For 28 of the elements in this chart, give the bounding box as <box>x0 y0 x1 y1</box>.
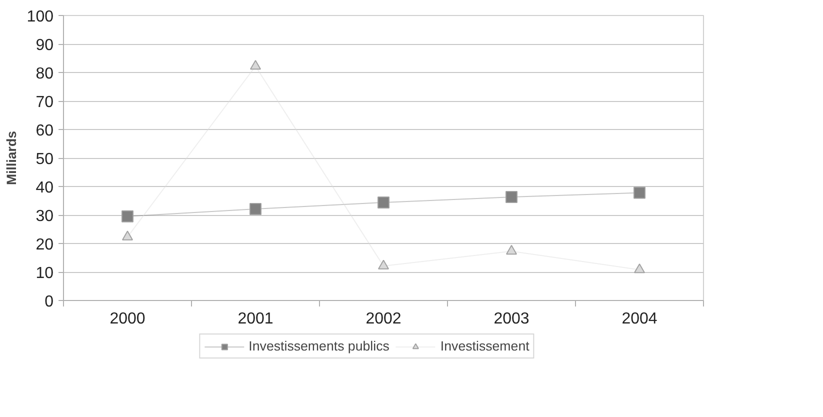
point <box>378 196 390 208</box>
y-tick-label: 40 <box>36 180 54 196</box>
legend-label: Investissements publics <box>248 338 390 354</box>
y-tick-label: 60 <box>36 122 54 140</box>
y-tick-label: 20 <box>36 236 54 254</box>
point <box>122 210 134 222</box>
y-tick-label: 0 <box>44 294 54 310</box>
point <box>506 244 517 255</box>
x-tick-label: 2003 <box>494 310 530 328</box>
point <box>378 260 389 270</box>
y-tick-label: 50 <box>36 151 54 168</box>
x-tick-label: 2000 <box>110 310 146 328</box>
y-tick-label: 70 <box>36 94 54 111</box>
point <box>122 230 133 240</box>
y-tick-label: 10 <box>36 265 54 282</box>
y-tick-label: 90 <box>36 37 54 54</box>
x-tick-label: 2004 <box>622 310 658 328</box>
x-tick-label: 2002 <box>366 310 402 328</box>
point <box>634 263 645 274</box>
x-tick-label: 2001 <box>238 310 274 328</box>
y-tick-label: 100 <box>26 8 54 26</box>
y-axis-title: Milliards <box>4 130 19 186</box>
point <box>250 203 262 216</box>
y-tick-label: 30 <box>36 208 54 225</box>
y-tick-label: 80 <box>36 66 54 82</box>
point <box>506 191 518 204</box>
legend-label: Investissement <box>440 338 530 354</box>
point <box>634 186 646 199</box>
